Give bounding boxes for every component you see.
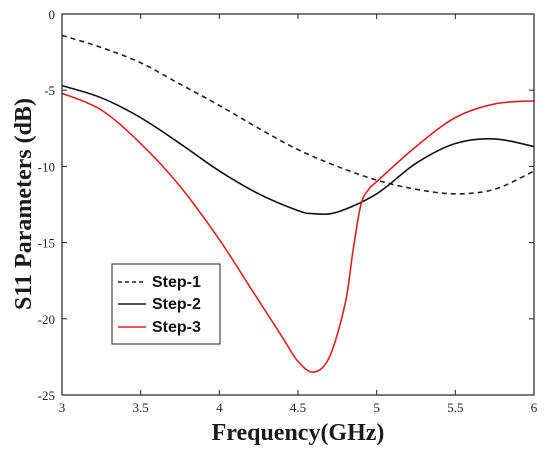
y-tick-label: -20 (38, 312, 55, 327)
series-line-step-1 (61, 34, 535, 195)
series-line-step-3 (61, 92, 535, 373)
x-tick-label: 5 (373, 400, 380, 415)
series-line-step-2 (61, 84, 535, 216)
y-tick-label: -25 (38, 388, 55, 403)
tick-layer: 3 3.5 4 4.5 5 5.5 6 0 -5 -10 -15 -20 -25 (38, 7, 538, 415)
x-axis-title: Frequency(GHz) (212, 420, 385, 446)
x-tick-label: 6 (531, 400, 538, 415)
legend: Step-1 Step-2 Step-3 (111, 263, 221, 345)
legend-label-step-2: Step-2 (152, 296, 201, 313)
legend-label-step-3: Step-3 (152, 319, 201, 336)
y-tick-label: -5 (44, 83, 55, 98)
x-tick-label: 4 (216, 400, 223, 415)
legend-label-step-1: Step-1 (152, 274, 201, 291)
y-tick-label: 0 (49, 7, 56, 22)
x-tick-label: 3 (59, 400, 66, 415)
series-layer (61, 34, 535, 373)
x-tick-label: 3.5 (133, 400, 149, 415)
x-tick-label: 5.5 (447, 400, 463, 415)
y-tick-label: -10 (38, 159, 55, 174)
y-axis-title: S11 Parameters (dB) (11, 98, 37, 310)
plot-frame (61, 13, 535, 396)
x-tick-label: 4.5 (290, 400, 306, 415)
y-tick-label: -15 (38, 236, 55, 251)
